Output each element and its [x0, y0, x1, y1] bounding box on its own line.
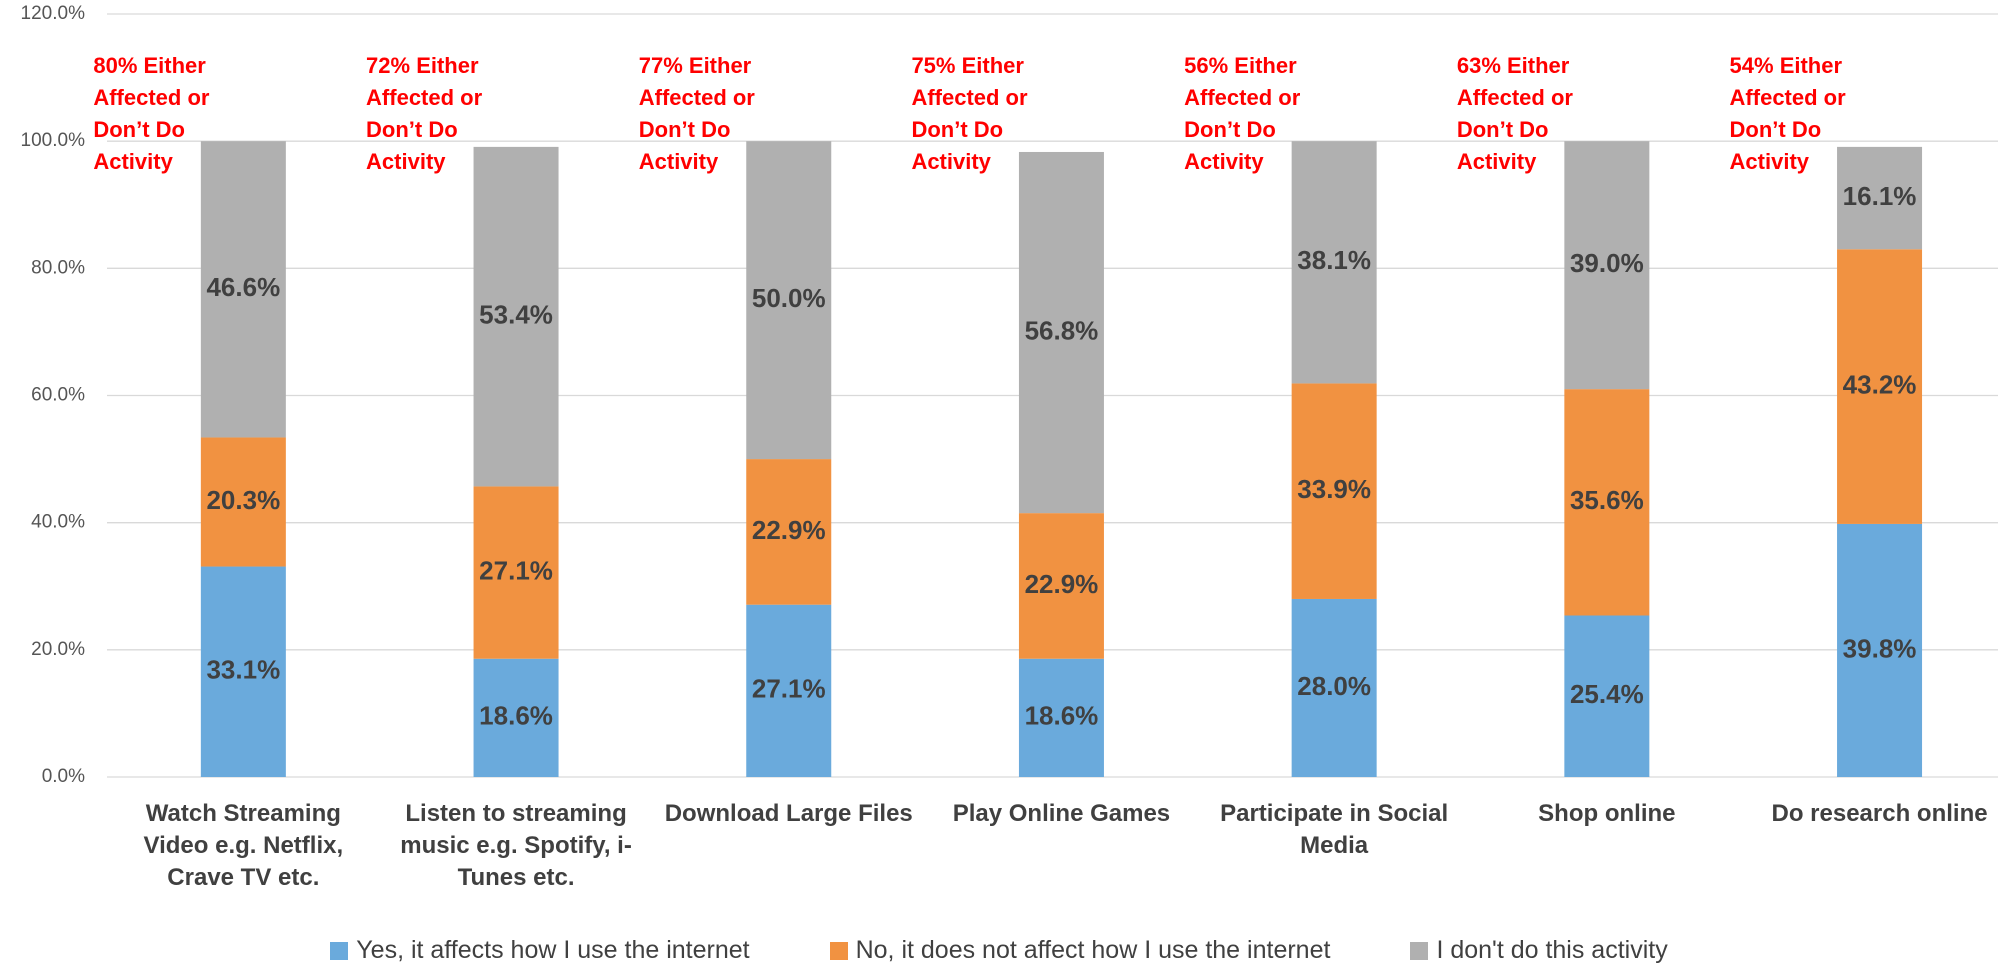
data-label: 53.4%	[479, 300, 553, 330]
annotation: 77% Either Affected or Don’t Do Activity	[638, 53, 755, 174]
legend: Yes, it affects how I use the internet No…	[0, 936, 1998, 965]
bar-segment	[473, 658, 559, 777]
legend-label: No, it does not affect how I use the int…	[855, 936, 1331, 964]
x-tick-label: Do research online	[1771, 800, 1988, 827]
y-tick-label: 100.0%	[21, 130, 86, 151]
bar-segment	[1564, 141, 1650, 390]
x-tick-label: Watch Streaming Video e.g. Netflix, Crav…	[143, 800, 344, 891]
data-label: 39.8%	[1843, 633, 1917, 663]
x-tick-label: Play Online Games	[952, 800, 1171, 827]
legend-label: Yes, it affects how I use the internet	[356, 936, 750, 964]
y-tick-label: 120.0%	[21, 3, 86, 24]
bar-segment	[473, 486, 559, 659]
data-label: 22.9%	[752, 515, 826, 545]
data-label: 50.0%	[752, 283, 826, 313]
bar-segment	[1018, 658, 1104, 777]
legend-label: I don't do this activity	[1436, 936, 1668, 964]
data-label: 56.8%	[1025, 315, 1099, 345]
bar-segment	[746, 604, 832, 777]
data-label: 39.0%	[1570, 248, 1644, 278]
bar-segment	[1291, 141, 1377, 384]
annotation: 75% Either Affected or Don’t Do Activity	[911, 53, 1028, 174]
bar-segment	[746, 459, 832, 605]
bar-segment	[1018, 513, 1104, 659]
bar-segment	[1837, 523, 1923, 777]
data-label: 33.9%	[1297, 474, 1371, 504]
bar-segment	[1564, 615, 1650, 777]
bar-segment	[746, 141, 832, 460]
bar-segment	[1018, 151, 1104, 514]
bar-segment	[200, 437, 286, 567]
data-label: 28.0%	[1297, 671, 1371, 701]
annotation: 56% Either Affected or Don’t Do Activity	[1184, 53, 1301, 174]
data-label: 25.4%	[1570, 679, 1644, 709]
data-label: 38.1%	[1297, 245, 1371, 275]
data-label: 27.1%	[479, 555, 553, 585]
annotation: 72% Either Affected or Don’t Do Activity	[366, 53, 483, 174]
data-label: 16.1%	[1843, 181, 1917, 211]
bar-segment	[1564, 389, 1650, 616]
legend-swatch	[1410, 941, 1429, 960]
annotation: 80% Either Affected or Don’t Do Activity	[93, 53, 210, 174]
data-label: 33.1%	[206, 655, 280, 685]
bar-segment	[473, 146, 559, 487]
legend-item: I don't do this activity	[1410, 936, 1668, 965]
data-label: 35.6%	[1570, 485, 1644, 515]
bar-segment	[1291, 383, 1377, 599]
data-label: 46.6%	[206, 272, 280, 302]
bar-segment	[200, 141, 286, 438]
bar-segment	[1837, 249, 1923, 524]
x-tick-label: Shop online	[1538, 800, 1676, 827]
y-tick-label: 20.0%	[31, 639, 85, 660]
data-label: 43.2%	[1843, 369, 1917, 399]
y-tick-label: 0.0%	[42, 766, 85, 787]
bar-segment	[1291, 598, 1377, 777]
data-label: 27.1%	[752, 674, 826, 704]
data-label: 22.9%	[1025, 569, 1099, 599]
data-label: 20.3%	[206, 485, 280, 515]
data-label: 18.6%	[1025, 701, 1099, 731]
y-tick-label: 80.0%	[31, 257, 85, 278]
bar-segment	[1837, 146, 1923, 250]
data-label: 18.6%	[479, 701, 553, 731]
x-tick-label: Listen to streaming music e.g. Spotify, …	[400, 800, 632, 891]
x-tick-label: Participate in Social Media	[1220, 800, 1449, 859]
legend-swatch	[330, 941, 349, 960]
annotation: 54% Either Affected or Don’t Do Activity	[1729, 53, 1846, 174]
bar-segment	[200, 566, 286, 777]
legend-item: No, it does not affect how I use the int…	[829, 936, 1331, 965]
legend-item: Yes, it affects how I use the internet	[330, 936, 750, 965]
y-tick-label: 40.0%	[31, 512, 85, 533]
x-tick-label: Download Large Files	[664, 800, 913, 827]
y-tick-label: 60.0%	[31, 385, 85, 406]
legend-swatch	[829, 941, 848, 960]
annotation: 63% Either Affected or Don’t Do Activity	[1456, 53, 1573, 174]
